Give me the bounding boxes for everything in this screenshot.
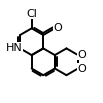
Text: Cl: Cl	[27, 9, 38, 19]
Text: O: O	[77, 64, 86, 74]
Text: O: O	[53, 23, 62, 33]
Text: O: O	[77, 50, 86, 60]
Text: HN: HN	[6, 43, 23, 53]
